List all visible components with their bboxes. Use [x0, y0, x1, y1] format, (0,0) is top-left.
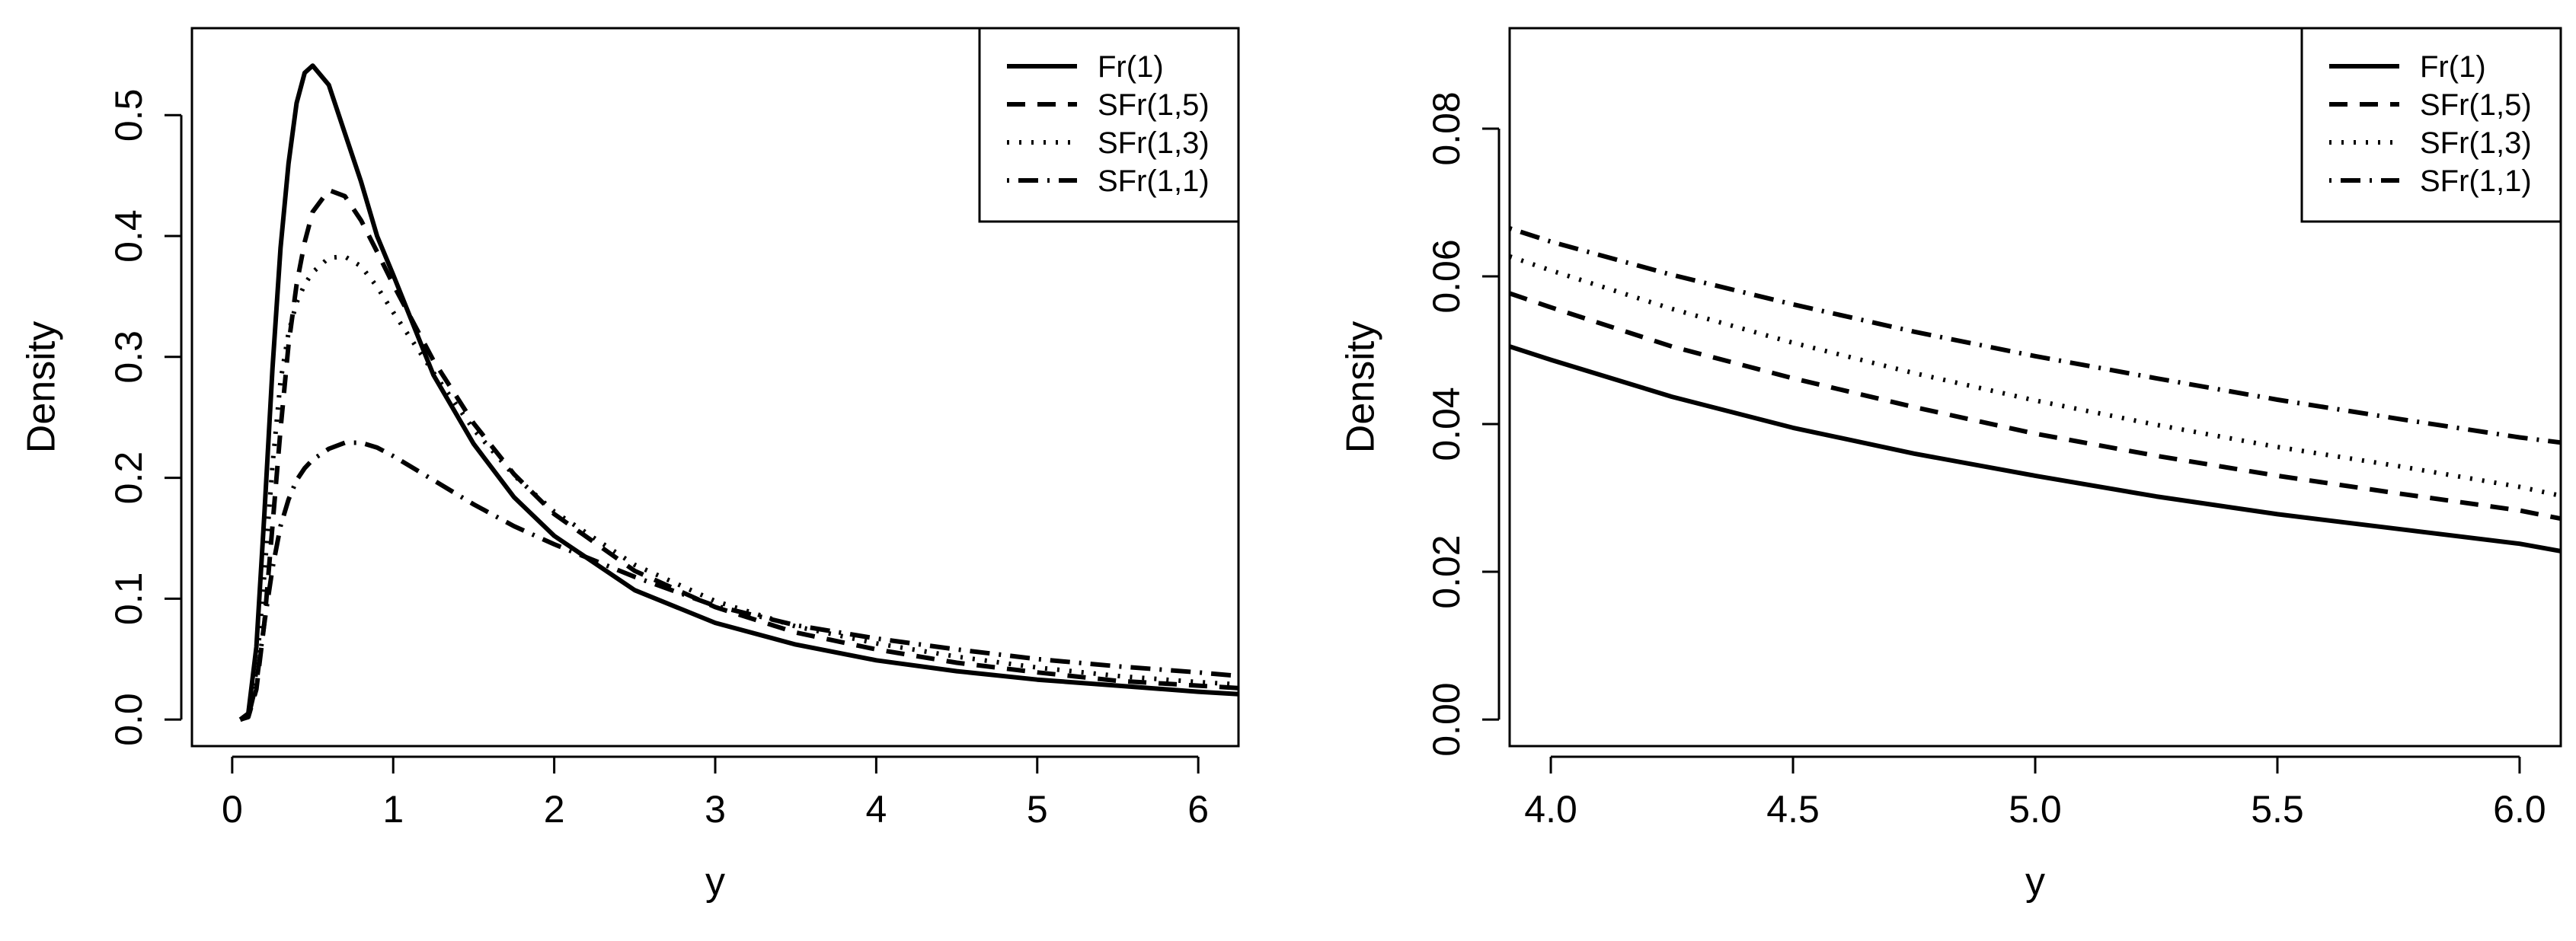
series-line-sfr-1-3 — [1510, 254, 2561, 499]
series-group — [238, 63, 1238, 722]
series-line-sfr-1-5 — [1510, 291, 2561, 522]
y-tick-label: 0.00 — [1425, 682, 1468, 756]
series-line-sfr-1-5 — [239, 187, 1238, 722]
x-axis-title: y — [705, 860, 725, 904]
x-tick-label: 0 — [222, 788, 243, 831]
legend-box — [2300, 27, 2562, 223]
x-tick-label: 6.0 — [2493, 788, 2546, 831]
legend-label: SFr(1,5) — [1098, 88, 1210, 122]
y-tick-label: 0.1 — [107, 573, 150, 626]
y-axis-title: Density — [1339, 321, 1383, 453]
y-tick-label: 0.4 — [107, 209, 150, 263]
legend-label: SFr(1,5) — [2420, 88, 2532, 122]
legend: Fr(1) SFr(1,5) SFr(1,3) SFr(1,1) — [2300, 27, 2562, 223]
series-line-sfr-1-1 — [1510, 226, 2561, 445]
legend-label: SFr(1,3) — [1098, 126, 1210, 160]
y-tick-label: 0.3 — [107, 330, 150, 384]
x-tick-label: 1 — [382, 788, 404, 831]
x-tick-label: 6 — [1187, 788, 1209, 831]
y-tick-label: 0.2 — [107, 451, 150, 505]
series-line-fr-1 — [238, 63, 1238, 722]
legend-label: SFr(1,3) — [2420, 126, 2532, 160]
y-tick-label: 0.04 — [1425, 387, 1468, 461]
legend-box — [978, 27, 1240, 223]
legend-label: Fr(1) — [1098, 50, 1164, 84]
series-line-sfr-1-1 — [239, 440, 1238, 722]
y-tick-label: 0.02 — [1425, 534, 1468, 608]
x-tick-label: 4.0 — [1524, 788, 1577, 831]
x-tick-label: 5 — [1027, 788, 1048, 831]
y-tick-label: 0.0 — [107, 693, 150, 746]
legend-label: Fr(1) — [2420, 50, 2486, 84]
x-tick-label: 3 — [705, 788, 726, 831]
series-line-fr-1 — [1510, 344, 2561, 553]
chart-panel-2: 4.0 4.5 5.0 5.5 6.0 0.00 0.02 0.04 0.06 0.08 y Dens… — [1339, 27, 2562, 904]
legend: Fr(1) SFr(1,5) SFr(1,3) SFr(1,1) — [978, 27, 1240, 223]
x-tick-label: 5.5 — [2251, 788, 2304, 831]
plot-frame — [190, 27, 1240, 748]
chart-panel-1: 0 1 2 3 4 5 6 0.0 0.1 0.2 0.3 0.4 0.5 y Density Fr(1) SF… — [20, 27, 1240, 904]
plot-frame — [1508, 27, 2562, 748]
y-tick-label: 0.06 — [1425, 239, 1468, 313]
x-tick-label: 5.0 — [2009, 788, 2062, 831]
y-tick-label: 0.08 — [1425, 91, 1468, 165]
y-tick-label: 0.5 — [107, 89, 150, 142]
series-group — [1510, 226, 2561, 553]
legend-label: SFr(1,1) — [1098, 164, 1210, 198]
y-axis-title: Density — [20, 321, 64, 453]
x-tick-label: 4.5 — [1766, 788, 1820, 831]
x-axis-title: y — [2025, 860, 2045, 904]
x-tick-label: 4 — [865, 788, 887, 831]
x-tick-label: 2 — [544, 788, 565, 831]
series-line-sfr-1-3 — [239, 254, 1238, 722]
legend-label: SFr(1,1) — [2420, 164, 2532, 198]
